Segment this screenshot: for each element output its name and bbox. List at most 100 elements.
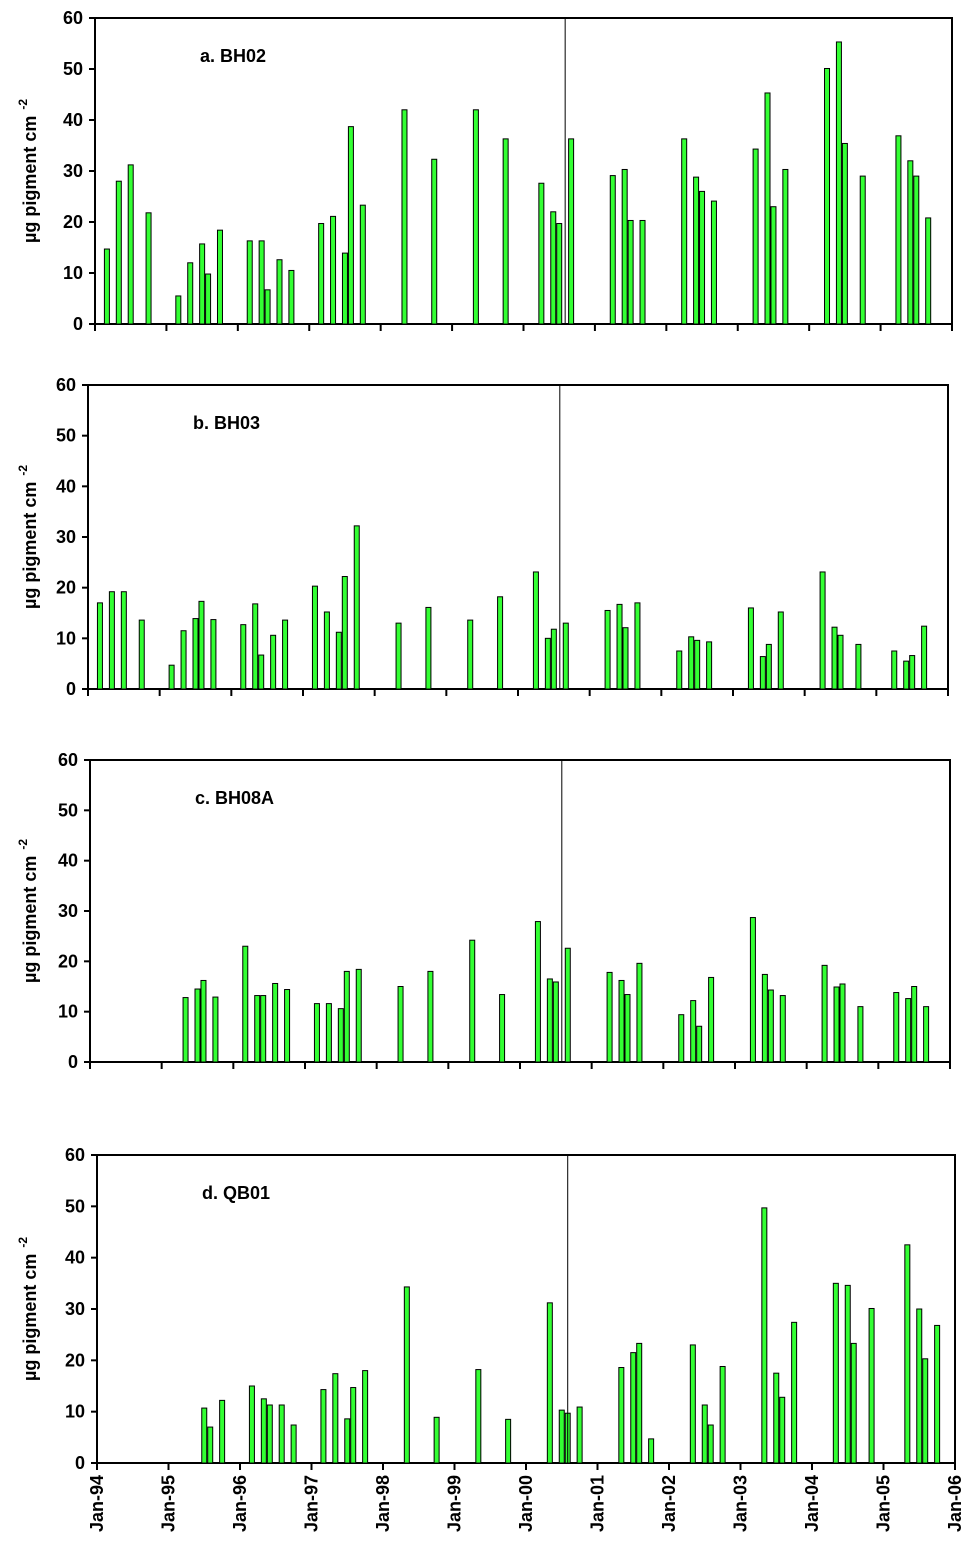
bar xyxy=(343,970,350,1063)
panel-title: d. QB01 xyxy=(202,1183,270,1203)
y-tick-label: 60 xyxy=(56,375,76,395)
bar xyxy=(767,989,774,1063)
bar xyxy=(288,269,295,325)
bar xyxy=(618,979,625,1063)
y-tick-label: 60 xyxy=(58,750,78,770)
y-axis-label-text: µg pigment cm xyxy=(20,1254,40,1381)
bar xyxy=(362,1370,369,1464)
y-axis-label: µg pigment cm -2 xyxy=(16,1237,40,1381)
bar xyxy=(707,1424,714,1464)
x-tick-label: Jan-99 xyxy=(445,1475,465,1532)
y-axis-label-text: µg pigment cm xyxy=(20,116,40,243)
y-tick-label: 20 xyxy=(65,1350,85,1370)
bar xyxy=(696,1025,703,1063)
bar xyxy=(138,619,145,690)
x-tick-label: Jan-96 xyxy=(230,1475,250,1532)
bar xyxy=(552,981,559,1063)
panel-title: a. BH02 xyxy=(200,46,266,66)
bar xyxy=(604,609,611,690)
bar xyxy=(282,619,289,690)
bar xyxy=(819,571,826,690)
bar xyxy=(690,1000,697,1063)
bar xyxy=(622,627,629,690)
bar xyxy=(779,995,786,1063)
bar xyxy=(630,1352,637,1464)
bar xyxy=(332,1373,339,1464)
bar xyxy=(706,641,713,690)
bar xyxy=(550,211,557,325)
bar xyxy=(907,160,914,325)
bar xyxy=(636,962,643,1063)
bar xyxy=(923,1006,930,1063)
bar xyxy=(911,986,918,1063)
bar xyxy=(175,295,182,325)
bar xyxy=(773,1372,780,1464)
bar xyxy=(187,262,194,325)
bar xyxy=(200,979,207,1063)
bar xyxy=(252,603,259,690)
bar xyxy=(115,180,122,325)
bar xyxy=(905,998,912,1063)
bar xyxy=(320,1389,327,1464)
bar xyxy=(708,976,715,1063)
bar xyxy=(824,67,831,325)
y-tick-label: 10 xyxy=(63,263,83,283)
bar xyxy=(499,994,506,1063)
y-axis-label: µg pigment cm -2 xyxy=(16,99,40,243)
y-tick-label: 10 xyxy=(58,1002,78,1022)
bar xyxy=(120,591,127,690)
bar xyxy=(103,248,110,325)
bar xyxy=(909,655,916,690)
bar xyxy=(903,660,910,690)
x-tick-label: Jan-04 xyxy=(802,1475,822,1532)
bar xyxy=(431,158,438,325)
bar xyxy=(761,1207,768,1464)
bar xyxy=(922,1358,929,1464)
bar xyxy=(835,41,842,325)
bar xyxy=(335,631,342,690)
bar xyxy=(194,988,201,1063)
y-tick-label: 60 xyxy=(65,1145,85,1165)
bar xyxy=(201,1407,208,1464)
bar xyxy=(934,1324,941,1464)
y-tick-label: 30 xyxy=(65,1299,85,1319)
y-tick-label: 50 xyxy=(63,59,83,79)
bar xyxy=(475,1369,482,1464)
bar xyxy=(538,182,545,325)
bar xyxy=(108,591,115,690)
bar xyxy=(182,997,189,1063)
bar xyxy=(216,229,223,325)
y-axis-label: µg pigment cm -2 xyxy=(16,465,40,609)
bar xyxy=(904,1244,911,1464)
bar xyxy=(427,970,434,1063)
bar xyxy=(562,622,569,690)
bar xyxy=(634,602,641,690)
bar xyxy=(145,212,152,325)
bar xyxy=(313,1003,320,1063)
bar xyxy=(337,1008,344,1063)
y-tick-label: 30 xyxy=(56,527,76,547)
bar xyxy=(534,921,541,1063)
bar xyxy=(857,1006,864,1063)
bar xyxy=(544,637,551,690)
y-tick-label: 0 xyxy=(68,1052,78,1072)
bar xyxy=(791,1321,798,1464)
x-tick-label: Jan-05 xyxy=(874,1475,894,1532)
bar xyxy=(765,643,772,690)
bar xyxy=(550,628,557,690)
bar xyxy=(893,992,900,1063)
bar xyxy=(270,634,277,690)
x-tick-label: Jan-03 xyxy=(731,1475,751,1532)
bar xyxy=(397,986,404,1063)
bar xyxy=(648,1438,655,1464)
bar xyxy=(242,945,249,1063)
bar xyxy=(689,1344,696,1464)
x-tick-label: Jan-02 xyxy=(659,1475,679,1532)
bar xyxy=(284,989,291,1063)
y-tick-label: 30 xyxy=(58,901,78,921)
bar xyxy=(639,219,646,325)
bar xyxy=(833,986,840,1063)
bar xyxy=(355,968,362,1063)
bar xyxy=(290,1424,297,1464)
